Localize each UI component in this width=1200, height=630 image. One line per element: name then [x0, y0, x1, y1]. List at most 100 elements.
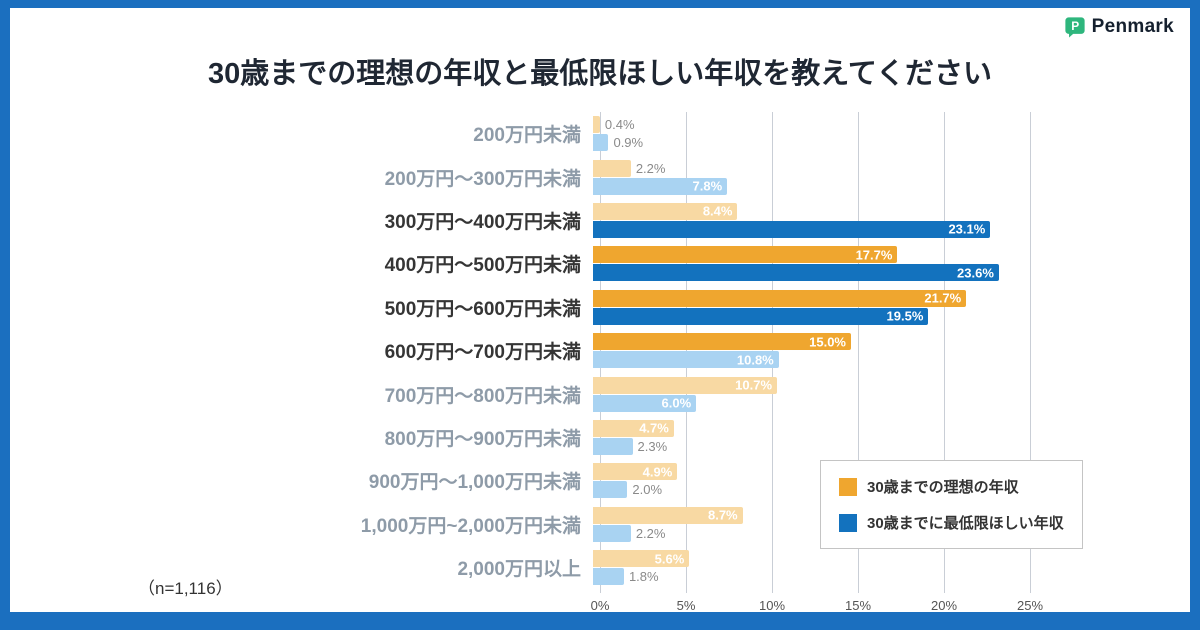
ideal-income-bar: 8.4% — [593, 202, 738, 220]
bar-value-label: 8.4% — [702, 203, 733, 219]
gridline — [944, 112, 945, 593]
chart-row: 900万円〜1,000万円未満 4.9% 2.0% — [10, 459, 1190, 502]
category-label: 400万円〜500万円未満 — [384, 255, 581, 277]
category-label: 900万円〜1,000万円未満 — [368, 472, 581, 494]
minimum-income-bar: 6.0% — [593, 394, 697, 412]
bar-value-label: 15.0% — [809, 334, 846, 350]
bar-value-label: 21.7% — [924, 290, 962, 306]
chart-row: 300万円〜400万円未満 8.4% 23.1% — [10, 199, 1190, 242]
bar-group: 5.6% 1.8% — [593, 549, 1023, 586]
minimum-income-bar — [593, 437, 633, 455]
bar-line: 10.8% — [593, 351, 1023, 369]
ideal-income-bar: 8.7% — [593, 506, 743, 524]
bar-line: 4.7% — [593, 419, 1023, 437]
bar-value-label: 4.7% — [639, 420, 669, 436]
bar-value-label: 6.0% — [661, 395, 692, 411]
penmark-icon: P — [1064, 16, 1086, 38]
x-axis: 0% 5% 10% 15% 20% 25% — [591, 598, 1043, 613]
legend-swatch — [839, 477, 857, 496]
bar-line: 21.7% — [593, 289, 1023, 307]
bar-line: 7.8% — [593, 177, 1023, 195]
bar-line: 8.7% — [593, 506, 1023, 524]
chart-row: 500万円〜600万円未満 21.7% 19.5% — [10, 286, 1190, 329]
chart-row: 200万円未満 0.4% 0.9% — [10, 112, 1190, 155]
category-label: 200万円〜300万円未満 — [384, 168, 581, 190]
penmark-brand-text: Penmark — [1091, 16, 1174, 37]
sample-size: （n=1,116） — [138, 579, 233, 598]
chart-row: 600万円〜700万円未満 15.0% 10.8% — [10, 329, 1190, 372]
chart-title: 30歳までの理想の年収と最低限ほしい年収を教えてください — [208, 58, 992, 90]
income-bar-chart: 200万円未満 0.4% 0.9% 200万円〜300万円未満 2.2% 7.8% 300万… — [10, 112, 1190, 589]
bar-line: 0.9% — [593, 134, 1023, 152]
chart-row: 200万円〜300万円未満 2.2% 7.8% — [10, 155, 1190, 198]
bar-value-label: 2.2% — [635, 160, 666, 176]
ideal-income-bar: 17.7% — [593, 246, 898, 264]
chart-row: 400万円〜500万円未満 17.7% 23.6% — [10, 242, 1190, 285]
bar-line: 19.5% — [593, 307, 1023, 325]
minimum-income-bar: 10.8% — [593, 351, 779, 369]
gridline — [1030, 112, 1031, 593]
bar-value-label: 17.7% — [855, 247, 893, 263]
category-label: 2,000万円以上 — [457, 559, 581, 581]
ideal-income-bar: 5.6% — [593, 550, 690, 568]
bar-line: 2.2% — [593, 524, 1023, 542]
bar-group: 15.0% 10.8% — [593, 332, 1023, 369]
category-label: 1,000万円~2,000万円未満 — [360, 515, 581, 537]
gridline — [858, 112, 859, 593]
bar-group: 8.7% 2.2% — [593, 506, 1023, 543]
bar-line: 2.2% — [593, 159, 1023, 177]
legend-label: 30歳までに最低限ほしい年収 — [867, 515, 1064, 532]
legend-swatch — [839, 513, 857, 532]
bar-value-label: 7.8% — [692, 178, 723, 194]
bar-group: 4.7% 2.3% — [593, 419, 1023, 456]
bar-value-label: 0.4% — [604, 117, 635, 133]
x-tick-label: 15% — [844, 598, 872, 613]
ideal-income-bar: 15.0% — [593, 333, 851, 351]
bar-value-label: 23.6% — [957, 265, 994, 281]
bar-value-label: 0.9% — [613, 135, 644, 151]
penmark-logo: P Penmark — [1064, 16, 1174, 38]
chart-row: 800万円〜900万円未満 4.7% 2.3% — [10, 416, 1190, 459]
bar-line: 23.1% — [593, 220, 1023, 238]
bar-line: 2.3% — [593, 437, 1023, 455]
ideal-income-bar: 21.7% — [593, 289, 967, 307]
chart-row: 1,000万円~2,000万円未満 8.7% 2.2% — [10, 503, 1190, 546]
ideal-income-bar: 4.9% — [593, 463, 678, 481]
bar-line: 6.0% — [593, 394, 1023, 412]
category-label: 600万円〜700万円未満 — [384, 342, 581, 364]
ideal-income-bar — [593, 159, 631, 177]
x-tick-label: 25% — [1016, 598, 1044, 613]
bar-line: 15.0% — [593, 333, 1023, 351]
minimum-income-bar: 19.5% — [593, 307, 929, 325]
bar-value-label: 23.1% — [948, 221, 986, 237]
bar-value-label: 10.7% — [735, 377, 773, 393]
ideal-income-bar: 4.7% — [593, 419, 674, 437]
bar-group: 0.4% 0.9% — [593, 115, 1023, 152]
x-tick-label: 10% — [758, 598, 786, 613]
bar-value-label: 2.0% — [632, 482, 663, 498]
bar-value-label: 1.8% — [628, 569, 659, 585]
category-label: 300万円〜400万円未満 — [384, 211, 581, 233]
bar-line: 1.8% — [593, 568, 1023, 586]
bar-group: 4.9% 2.0% — [593, 462, 1023, 499]
bar-line: 2.0% — [593, 481, 1023, 499]
x-tick-label: 20% — [930, 598, 958, 613]
ideal-income-bar: 10.7% — [593, 376, 778, 394]
svg-text:P: P — [1071, 19, 1079, 33]
bar-group: 8.4% 23.1% — [593, 202, 1023, 239]
bar-group: 17.7% 23.6% — [593, 245, 1023, 282]
legend-item-ideal-income: 30歳までの理想の年収 — [839, 476, 1064, 497]
bar-line: 4.9% — [593, 463, 1023, 481]
category-label: 500万円〜600万円未満 — [384, 298, 581, 320]
minimum-income-bar: 7.8% — [593, 177, 728, 195]
category-label: 800万円〜900万円未満 — [384, 428, 581, 450]
chart-row: 700万円〜800万円未満 10.7% 6.0% — [10, 372, 1190, 415]
x-tick-label: 5% — [676, 598, 696, 613]
minimum-income-bar — [593, 568, 624, 586]
legend-item-minimum-income: 30歳までに最低限ほしい年収 — [839, 512, 1064, 533]
bar-line: 10.7% — [593, 376, 1023, 394]
minimum-income-bar: 23.1% — [593, 220, 991, 238]
bar-value-label: 4.9% — [642, 464, 673, 480]
category-label: 200万円未満 — [473, 125, 581, 147]
bar-group: 21.7% 19.5% — [593, 289, 1023, 326]
